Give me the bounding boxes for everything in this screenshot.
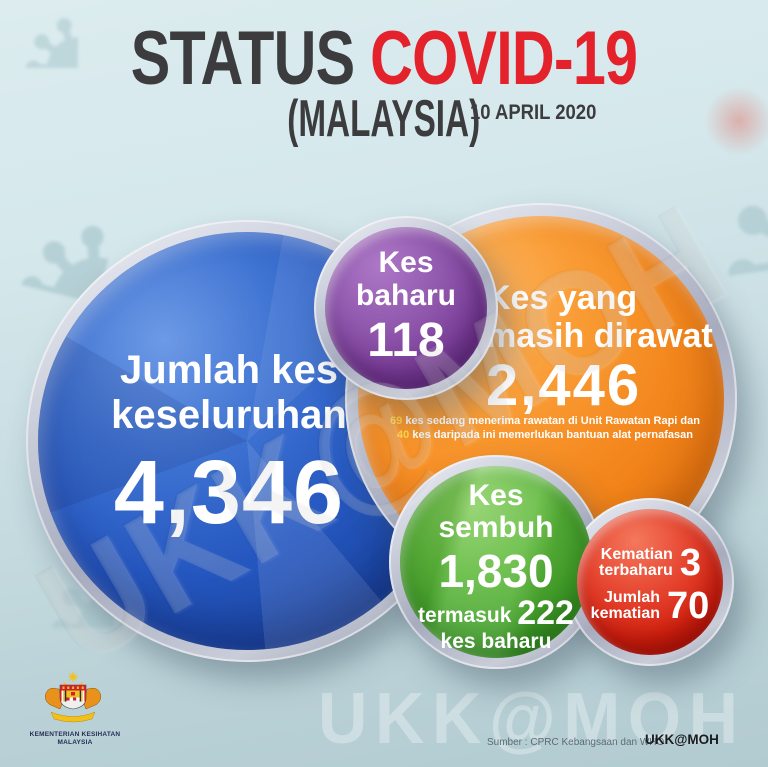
subtitle-row: (MALAYSIA) 10 APRIL 2020 [0,92,768,150]
total-label-line2: keseluruhan [111,393,347,437]
total-deaths-label-line2: kematian [590,604,661,622]
new-label-line1: Kes [378,246,434,279]
total-deaths-label: Jumlah kematian [590,588,661,622]
pink-virus-glow [704,86,768,156]
total-label-line1: Jumlah kes [120,348,338,392]
recovered-label-line2: sembuh [438,511,554,544]
total-cases-label: Jumlah kes keseluruhan [38,348,420,438]
icu-note-line1: 69 kes sedang menerima rawatan di Unit R… [388,415,702,429]
total-deaths-label-line1: Jumlah [604,588,661,606]
new-cases-value: 118 [367,314,445,367]
new-cases-label: Kes baharu [325,246,487,312]
active-cases-value: 2,446 [486,353,642,418]
header: STATUS COVID-19 (MALAYSIA) 10 APRIL 2020 [0,0,768,150]
recovered-note-prefix: termasuk [418,604,518,627]
icu-note-text1: kes sedang menerima rawatan di Unit Rawa… [402,415,700,427]
ventilator-count: 40 [397,428,410,441]
title-status: STATUS [130,16,371,101]
new-deaths-label-line2: terbaharu [599,561,673,579]
total-cases-text: Jumlah kes keseluruhan 4,346 [38,348,420,540]
new-deaths-label: Kematian terbaharu [599,545,673,579]
ministry-name-line2: MALAYSIA [57,739,93,746]
recovered-new-count: 222 [517,594,574,632]
icu-note-text2: kes daripada ini memerlukan bantuan alat… [409,428,693,441]
deaths-text: Kematian terbaharu 3 Jumlah kematian 70 [577,509,723,655]
active-label-line1: Kes yang [486,279,638,317]
new-cases-text: Kes baharu 118 [325,227,487,389]
recovered-label: Kes sembuh [400,480,592,544]
ministry-name-line1: KEMENTERIAN KESIHATAN [29,731,121,738]
page-title: STATUS COVID-19 [84,21,683,97]
new-label-line2: baharu [355,279,457,312]
new-deaths-label-line1: Kematian [600,545,673,563]
icu-note: 69 kes sedang menerima rawatan di Unit R… [388,415,702,442]
subtitle-malaysia: (MALAYSIA) [287,90,481,148]
source-credit: Sumber : CPRC Kebangsaan dan WHO [487,737,665,748]
ministry-name: KEMENTERIAN KESIHATAN MALAYSIA [8,731,142,747]
report-date: 10 APRIL 2020 [470,101,597,124]
new-cases-bubble: Kes baharu 118 [325,227,487,389]
active-label-line2: masih dirawat [486,317,713,355]
recovered-label-line1: Kes [468,479,524,512]
brand-label: UKK@MOH [645,732,719,747]
active-cases-label: Kes yang masih dirawat [486,279,713,355]
recovered-value: 1,830 [438,545,554,597]
recovered-cases-bubble: Kes sembuh 1,830 termasuk 222 kes baharu [400,466,592,658]
total-deaths-row: Jumlah kematian 70 [591,587,710,625]
total-cases-value: 4,346 [113,443,345,543]
total-deaths-value: 70 [667,584,710,627]
deaths-bubble: Kematian terbaharu 3 Jumlah kematian 70 [577,509,723,655]
recovered-note: termasuk 222 [400,596,592,631]
recovered-note-suffix: kes baharu [440,630,552,653]
active-cases-text: Kes yang masih dirawat 2,446 [486,279,713,417]
ministry-coat-of-arms [44,672,102,723]
new-deaths-value: 3 [679,541,701,584]
recovered-cases-text: Kes sembuh 1,830 termasuk 222 kes baharu [400,466,592,658]
icu-note-line2: 40 kes daripada ini memerlukan bantuan a… [388,429,702,443]
icu-count: 69 [390,415,403,427]
new-deaths-row: Kematian terbaharu 3 [599,544,701,582]
watermark-bottom: UKK@MOH [318,679,746,759]
title-covid19: COVID-19 [370,16,638,101]
